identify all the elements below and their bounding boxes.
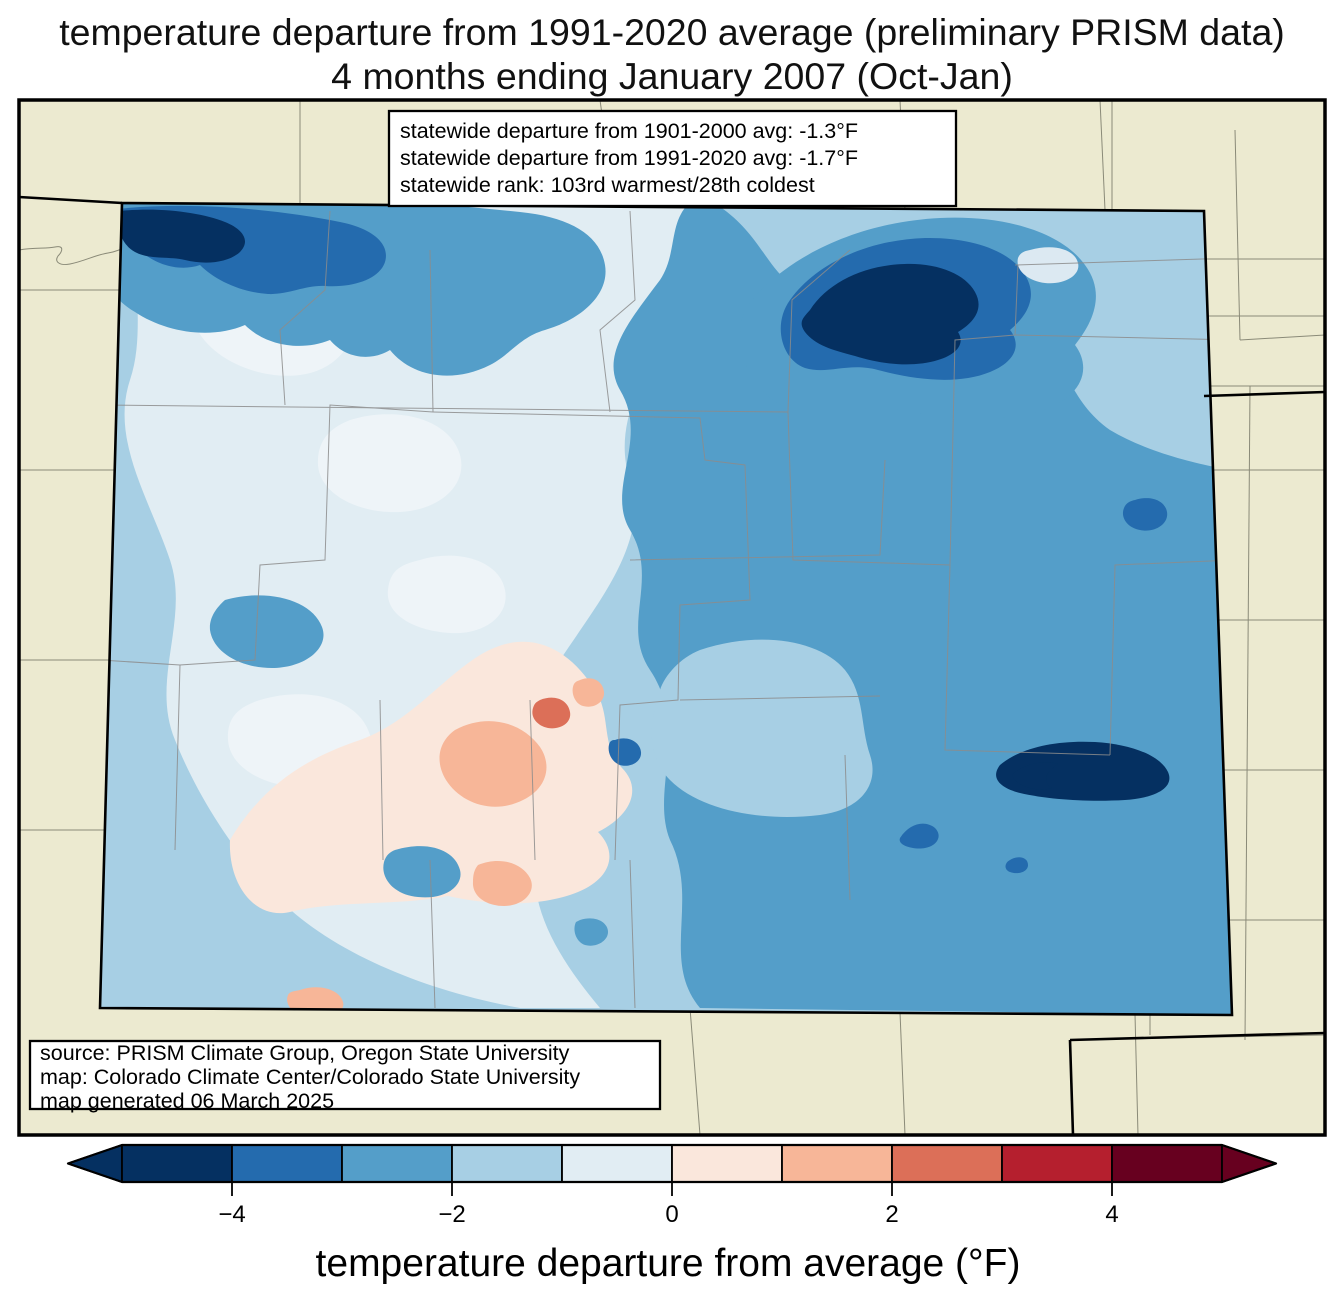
- svg-text:statewide rank: 103rd warmest/: statewide rank: 103rd warmest/28th colde…: [400, 173, 815, 197]
- svg-text:−4: −4: [218, 1201, 245, 1228]
- svg-text:statewide departure from 1991-: statewide departure from 1991-2020 avg: …: [400, 146, 858, 170]
- svg-text:temperature departure from ave: temperature departure from average (°F): [316, 1242, 1021, 1285]
- svg-text:2: 2: [885, 1201, 898, 1228]
- svg-text:source: PRISM Climate Group, O: source: PRISM Climate Group, Oregon Stat…: [40, 1041, 570, 1065]
- svg-text:map generated 06 March 2025: map generated 06 March 2025: [40, 1089, 334, 1113]
- svg-text:0: 0: [665, 1201, 678, 1228]
- svg-text:map: Colorado Climate Center/C: map: Colorado Climate Center/Colorado St…: [40, 1065, 580, 1089]
- svg-text:−2: −2: [438, 1201, 465, 1228]
- svg-text:statewide departure from 1901-: statewide departure from 1901-2000 avg: …: [400, 119, 858, 143]
- svg-text:4: 4: [1105, 1201, 1118, 1228]
